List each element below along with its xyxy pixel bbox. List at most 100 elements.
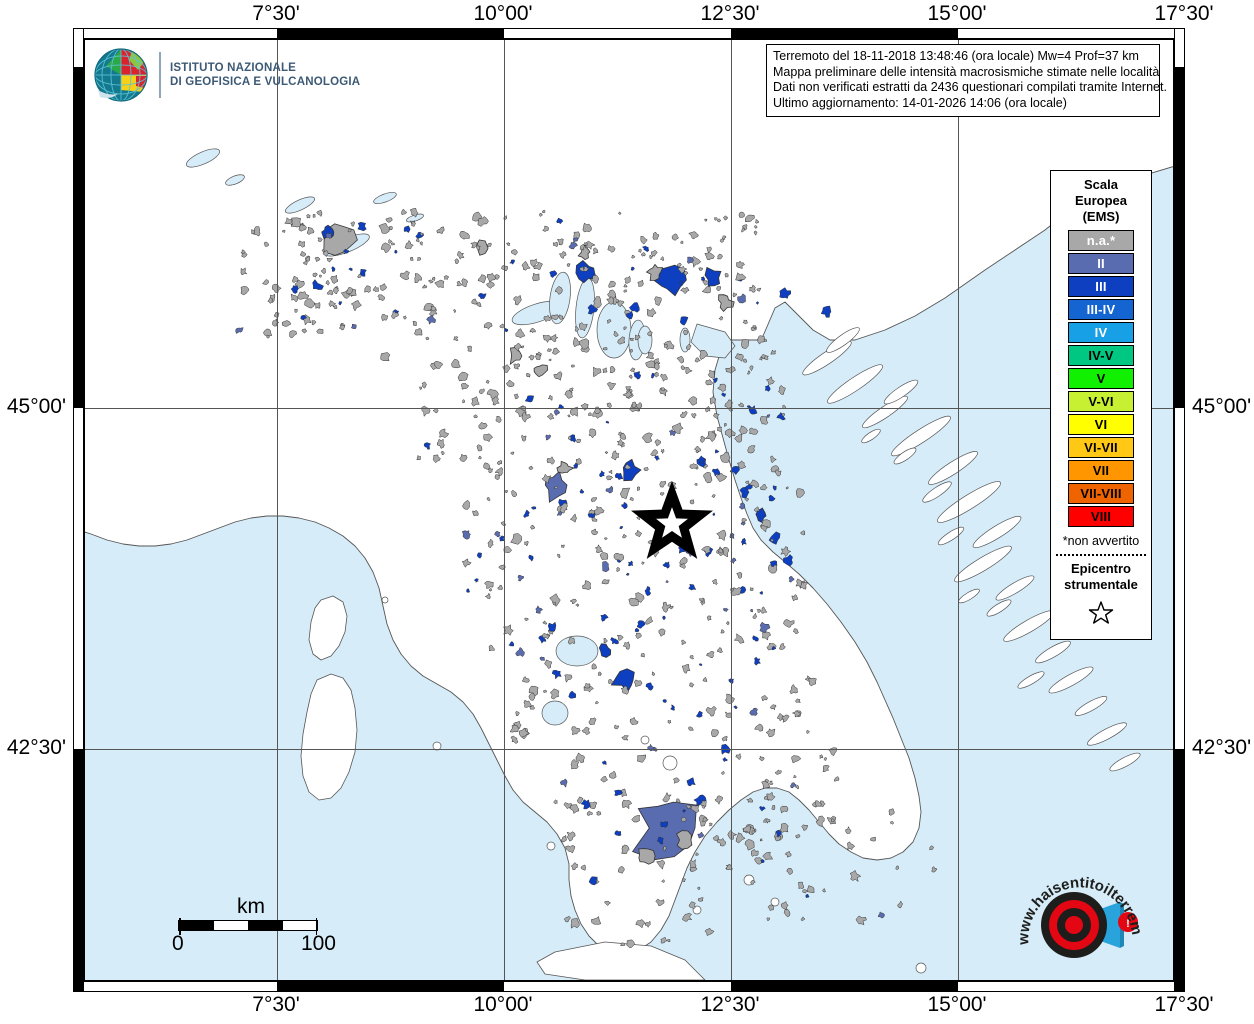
locality-337[interactable]	[459, 453, 468, 462]
locality-303[interactable]	[641, 432, 653, 443]
locality-437[interactable]	[729, 533, 735, 539]
locality-344[interactable]	[645, 351, 654, 360]
locality-544[interactable]	[636, 486, 641, 491]
locality-cluster-7[interactable]	[575, 259, 599, 284]
locality-421[interactable]	[529, 524, 536, 530]
locality-123[interactable]	[582, 222, 592, 233]
locality-571[interactable]	[706, 615, 712, 621]
locality-676[interactable]	[656, 836, 664, 845]
locality-510[interactable]	[494, 474, 500, 481]
locality-281[interactable]	[725, 366, 736, 374]
locality-cluster-12[interactable]	[718, 294, 735, 312]
locality-458[interactable]	[582, 580, 592, 590]
locality-528[interactable]	[473, 578, 479, 584]
locality-681[interactable]	[774, 769, 782, 775]
locality-731[interactable]	[695, 852, 699, 857]
locality-651[interactable]	[544, 659, 552, 669]
locality-405[interactable]	[504, 489, 508, 494]
locality-397[interactable]	[576, 438, 582, 443]
locality-96[interactable]	[659, 256, 665, 262]
locality-213[interactable]	[606, 319, 612, 324]
locality-669[interactable]	[695, 710, 703, 718]
locality-201[interactable]	[652, 231, 660, 240]
locality-680[interactable]	[614, 830, 622, 837]
locality-747[interactable]	[675, 798, 681, 804]
locality-130[interactable]	[530, 258, 539, 267]
legend-swatch-n-a-[interactable]: n.a.*	[1068, 230, 1134, 251]
locality-106[interactable]	[377, 294, 386, 302]
locality-115[interactable]	[338, 300, 343, 306]
locality-244[interactable]	[707, 369, 715, 379]
locality-187[interactable]	[477, 216, 489, 227]
locality-171[interactable]	[754, 219, 760, 224]
locality-532[interactable]	[613, 552, 625, 562]
locality-677[interactable]	[586, 810, 593, 816]
locality-348[interactable]	[433, 361, 444, 369]
locality-780[interactable]	[688, 901, 696, 910]
locality-295[interactable]	[630, 367, 636, 373]
locality-116[interactable]	[426, 314, 436, 325]
locality-43[interactable]	[317, 237, 323, 242]
locality-744[interactable]	[660, 821, 669, 828]
locality-824[interactable]	[296, 291, 310, 300]
locality-199[interactable]	[415, 237, 420, 243]
locality-345[interactable]	[680, 410, 688, 419]
locality-472[interactable]	[760, 525, 768, 533]
locality-38[interactable]	[608, 280, 616, 288]
locality-322[interactable]	[709, 395, 717, 405]
locality-79[interactable]	[475, 244, 481, 251]
locality-7[interactable]	[756, 301, 759, 305]
locality-664[interactable]	[510, 735, 519, 744]
locality-519[interactable]	[624, 463, 632, 470]
locality-193[interactable]	[757, 335, 765, 345]
locality-839[interactable]	[704, 927, 715, 936]
locality-5[interactable]	[459, 231, 470, 240]
locality-491[interactable]	[496, 460, 503, 466]
locality-338[interactable]	[748, 404, 758, 415]
locality-62[interactable]	[617, 300, 625, 307]
locality-208[interactable]	[388, 226, 394, 231]
locality-509[interactable]	[641, 561, 645, 565]
locality-799[interactable]	[800, 916, 806, 922]
locality-547[interactable]	[489, 588, 493, 592]
locality-347[interactable]	[526, 372, 531, 378]
locality-237[interactable]	[495, 416, 502, 423]
locality-180[interactable]	[654, 296, 662, 307]
locality-380[interactable]	[713, 412, 720, 419]
locality-110[interactable]	[556, 217, 564, 225]
locality-589[interactable]	[765, 728, 776, 737]
locality-479[interactable]	[579, 489, 585, 494]
locality-221[interactable]	[626, 310, 634, 320]
locality-332[interactable]	[631, 401, 637, 408]
locality-28[interactable]	[321, 249, 325, 253]
locality-627[interactable]	[808, 677, 817, 687]
locality-467[interactable]	[497, 584, 503, 591]
locality-317[interactable]	[569, 406, 578, 417]
locality-730[interactable]	[774, 835, 782, 842]
locality-255[interactable]	[691, 412, 697, 419]
locality-610[interactable]	[595, 700, 599, 705]
locality-355[interactable]	[457, 371, 469, 382]
locality-659[interactable]	[620, 685, 629, 695]
locality-29[interactable]	[454, 258, 459, 264]
locality-365[interactable]	[524, 395, 535, 403]
locality-327[interactable]	[602, 346, 608, 351]
locality-419[interactable]	[593, 505, 605, 516]
locality-225[interactable]	[430, 305, 437, 312]
locality-cluster-25[interactable]	[676, 830, 693, 850]
locality-464[interactable]	[573, 462, 578, 469]
locality-791[interactable]	[806, 885, 815, 893]
locality-396[interactable]	[569, 387, 574, 394]
locality-708[interactable]	[553, 799, 558, 805]
locality-57[interactable]	[306, 214, 311, 219]
locality-262[interactable]	[451, 358, 461, 369]
locality-434[interactable]	[569, 513, 577, 523]
locality-663[interactable]	[689, 654, 695, 660]
locality-128[interactable]	[431, 276, 436, 282]
locality-323[interactable]	[619, 432, 626, 440]
locality-784[interactable]	[750, 879, 756, 885]
locality-466[interactable]	[712, 512, 716, 516]
locality-788[interactable]	[727, 830, 738, 840]
locality-837[interactable]	[681, 877, 686, 883]
locality-757[interactable]	[570, 862, 578, 870]
